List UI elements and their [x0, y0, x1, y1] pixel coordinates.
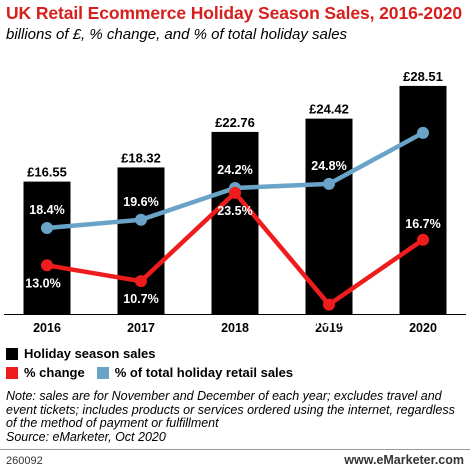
brand-e: e	[376, 453, 384, 467]
chart-title: UK Retail Ecommerce Holiday Season Sales…	[6, 3, 462, 23]
bar-2020	[399, 85, 447, 314]
legend-row-1: Holiday season sales	[6, 346, 156, 361]
legend-swatch-bars	[6, 347, 18, 360]
legend-label-share: % of total holiday retail sales	[114, 365, 294, 380]
brand-suffix: Marketer.com	[383, 453, 464, 467]
bar-label-2016: £16.55	[27, 165, 67, 180]
share-label-2020: 32.2%	[405, 108, 440, 122]
note-text: Note: sales are for November and Decembe…	[6, 389, 455, 431]
bar-label-2020: £28.51	[403, 69, 443, 84]
legend-label-change: % change	[24, 365, 85, 380]
brand-logo: www.eMarketer.com	[344, 453, 464, 467]
legend-swatch-change	[6, 366, 18, 379]
x-tick-2016: 2016	[33, 321, 61, 335]
share-label-2016: 18.4%	[29, 203, 64, 217]
x-tick-2017: 2017	[127, 321, 155, 335]
chart-subtitle: billions of £, % change, and % of total …	[6, 26, 348, 43]
change-label-2020: 16.7%	[405, 217, 440, 231]
share-point-2020	[417, 126, 429, 139]
bar-2018	[211, 131, 259, 314]
chart-id: 260092	[6, 455, 43, 467]
change-point-2016	[41, 259, 53, 272]
change-label-2016: 13.0%	[25, 276, 60, 290]
chart: £16.55 £18.32 £22.76 £24.42 £28.51 2016 2017 20…	[4, 69, 466, 335]
bar-2019	[305, 118, 353, 314]
change-point-2017	[135, 275, 147, 288]
change-point-2019	[323, 298, 335, 311]
share-label-2019: 24.8%	[311, 159, 346, 173]
source-text: Source: eMarketer, Oct 2020	[6, 429, 166, 444]
notes-block: Note: sales are for November and Decembe…	[6, 389, 466, 444]
change-label-2017: 10.7%	[123, 292, 158, 306]
footer-divider	[0, 449, 470, 450]
share-point-2019	[323, 177, 335, 190]
x-tick-2018: 2018	[221, 321, 249, 335]
bar-2017	[117, 167, 165, 314]
share-label-2017: 19.6%	[123, 195, 158, 209]
change-point-2018	[229, 186, 241, 199]
share-point-2016	[41, 222, 53, 235]
legend-row-2: % change % of total holiday retail sales	[6, 365, 293, 380]
change-label-2019: 7.3%	[315, 316, 344, 330]
x-tick-2020: 2020	[409, 321, 437, 335]
bar-label-2018: £22.76	[215, 115, 255, 130]
share-label-2018: 24.2%	[217, 163, 252, 177]
change-label-2018: 23.5%	[217, 204, 252, 218]
share-point-2017	[135, 213, 147, 226]
legend-label-bars: Holiday season sales	[24, 346, 156, 361]
bar-label-2017: £18.32	[121, 150, 161, 165]
legend-swatch-share	[96, 366, 109, 379]
brand-prefix: www.	[344, 453, 377, 467]
bar-label-2019: £24.42	[309, 102, 349, 117]
x-tick-2019: 2019	[315, 321, 343, 335]
bar-2016	[23, 181, 71, 314]
change-point-2020	[417, 233, 429, 246]
